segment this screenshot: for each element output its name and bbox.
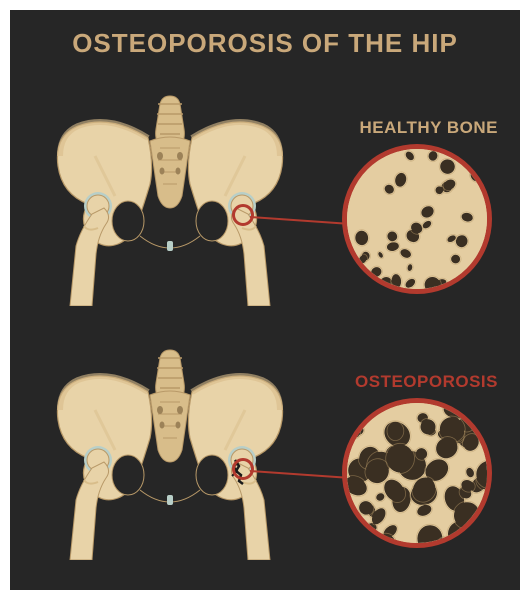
healthy-label: HEALTHY BONE: [359, 118, 498, 138]
callout-marker-osteo: [232, 458, 254, 480]
osteo-row: OSTEOPOROSIS: [10, 320, 520, 570]
zoom-osteo-bone: [342, 398, 492, 548]
pelvis-healthy: [40, 86, 300, 306]
healthy-row: HEALTHY BONE: [10, 66, 520, 316]
main-title: OSTEOPOROSIS OF THE HIP: [10, 10, 520, 59]
callout-marker-healthy: [232, 204, 254, 226]
pelvis-osteo: [40, 340, 300, 560]
infographic-frame: OSTEOPOROSIS OF THE HIP HEALTHY BONE: [10, 10, 520, 590]
zoom-healthy-bone: [342, 144, 492, 294]
osteo-label: OSTEOPOROSIS: [355, 372, 498, 392]
